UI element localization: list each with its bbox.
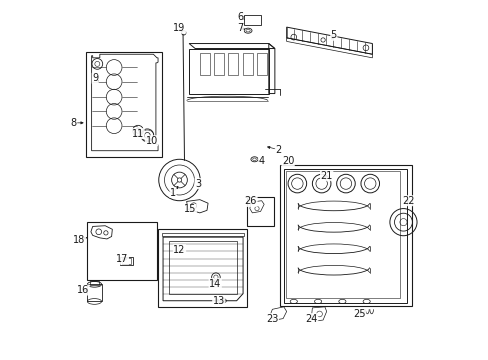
Bar <box>257 53 266 75</box>
Text: 13: 13 <box>212 296 224 306</box>
Bar <box>242 53 252 75</box>
Text: 26: 26 <box>244 197 257 206</box>
Text: 17: 17 <box>116 254 128 264</box>
Bar <box>86 222 157 280</box>
Bar <box>279 165 411 306</box>
Text: 18: 18 <box>73 235 85 245</box>
Text: 6: 6 <box>237 13 243 22</box>
Bar <box>85 52 162 157</box>
Text: 10: 10 <box>145 136 158 146</box>
Text: 1: 1 <box>170 188 176 198</box>
Text: 12: 12 <box>173 245 185 255</box>
Text: 8: 8 <box>71 118 77 128</box>
Text: 3: 3 <box>195 179 201 189</box>
Text: 14: 14 <box>209 279 221 289</box>
Bar <box>200 53 209 75</box>
Text: 25: 25 <box>352 309 365 319</box>
Bar <box>122 258 131 264</box>
Text: 4: 4 <box>258 156 264 166</box>
Bar <box>244 15 260 25</box>
Bar <box>285 171 399 298</box>
Text: 23: 23 <box>265 314 278 324</box>
Bar <box>120 257 132 265</box>
Bar <box>87 284 102 301</box>
Text: 2: 2 <box>275 145 281 155</box>
Text: 19: 19 <box>173 23 185 33</box>
Text: 16: 16 <box>77 285 89 295</box>
Bar <box>247 197 274 226</box>
Bar <box>214 53 224 75</box>
Text: 5: 5 <box>330 30 336 40</box>
Text: 22: 22 <box>401 196 413 206</box>
Text: 24: 24 <box>305 314 317 324</box>
Text: 7: 7 <box>237 23 243 33</box>
Text: 11: 11 <box>132 129 144 139</box>
Bar <box>228 53 238 75</box>
Text: 9: 9 <box>92 73 98 83</box>
Bar <box>158 229 246 307</box>
Bar <box>90 281 99 285</box>
Bar <box>169 242 236 294</box>
Text: 15: 15 <box>183 204 196 214</box>
Text: 20: 20 <box>281 157 294 166</box>
Text: 21: 21 <box>320 171 332 181</box>
